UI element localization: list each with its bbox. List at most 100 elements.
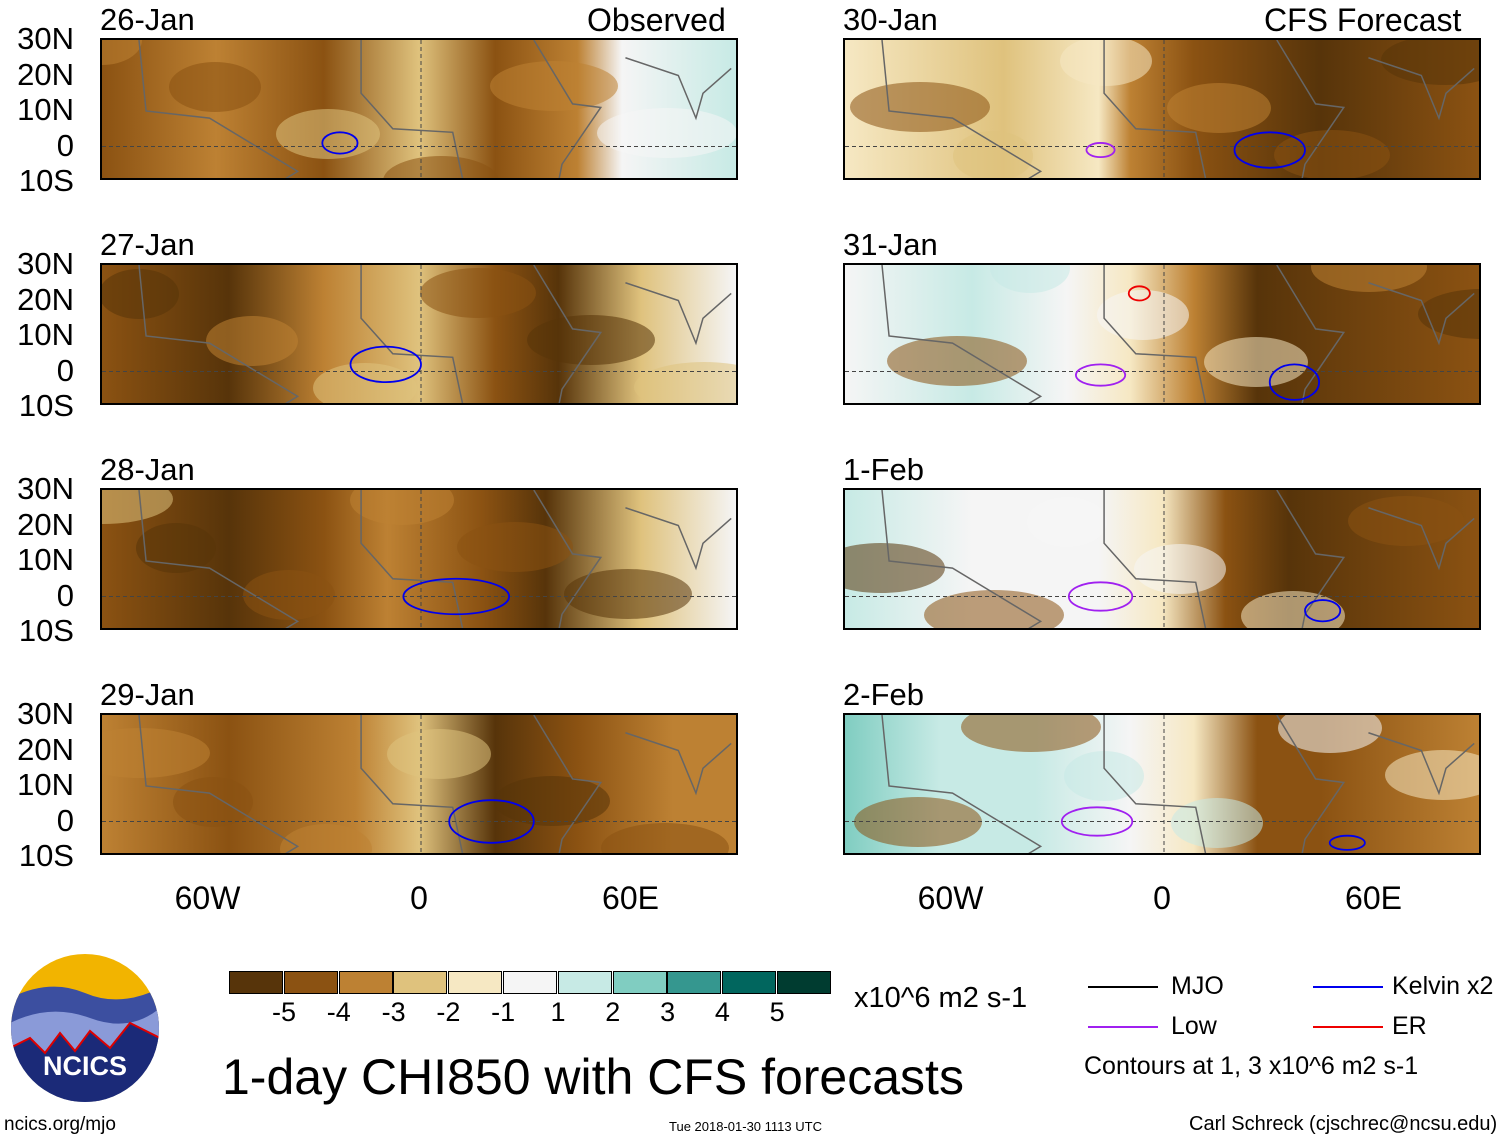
logo-text: NCICS (43, 1051, 127, 1081)
ncics-logo: NCICS (10, 953, 160, 1103)
coastline (881, 40, 1475, 178)
anomaly-patch (1385, 750, 1479, 800)
anomaly-patch (887, 336, 1027, 386)
map-panel-26-jan (100, 38, 738, 180)
lat-label: 10S (18, 388, 74, 423)
lat-label: 10S (18, 838, 74, 873)
anomaly-patch (1171, 798, 1263, 848)
lat-label: 30N (17, 696, 74, 731)
anomaly-patch (206, 316, 298, 366)
anomaly-patch (457, 522, 573, 572)
source-url[interactable]: ncics.org/mjo (4, 1114, 116, 1135)
lon-label: 0 (1153, 880, 1171, 916)
coastline (881, 265, 1475, 403)
colorbar-swatch (722, 971, 777, 994)
anomaly-patch (953, 131, 1033, 178)
coastline (881, 490, 1475, 628)
anomaly-patch (280, 824, 372, 853)
legend-line-kelvin (1313, 986, 1383, 988)
anomaly-patch (420, 268, 536, 318)
anomaly-patch (1097, 290, 1189, 340)
anomaly-patch (564, 569, 692, 619)
anomaly-patch (490, 61, 618, 111)
panel-date: 2-Feb (843, 677, 924, 712)
colorbar-swatch (612, 971, 667, 994)
anomaly-patch (1381, 40, 1479, 85)
forecast-label: CFS Forecast (1264, 2, 1462, 38)
coastline (138, 490, 732, 628)
coastline (138, 40, 732, 178)
colorbar-tick-label: -4 (326, 997, 351, 1027)
anomaly-patch (1418, 289, 1479, 339)
lon-label: 60E (602, 880, 659, 916)
colorbar-tick-label: -3 (381, 997, 406, 1027)
lat-label: 20N (17, 506, 74, 542)
lon-label: 60E (1345, 880, 1402, 916)
legend-line-mjo (1088, 986, 1158, 988)
lat-label: 10S (18, 613, 74, 648)
colorbar-tick-label: 1 (550, 997, 566, 1027)
panel-date: 30-Jan (843, 2, 938, 37)
lat-label: 10N (17, 317, 74, 352)
colorbar-tick-label: -2 (436, 997, 461, 1027)
anomaly-patch (243, 570, 335, 620)
colorbar-units: x10^6 m2 s-1 (854, 982, 1028, 1014)
contour-note: Contours at 1, 3 x10^6 m2 s-1 (1084, 1052, 1419, 1080)
lat-label: 30N (17, 246, 74, 281)
observed-label: Observed (587, 2, 726, 38)
lat-label: 20N (17, 731, 74, 767)
anomaly-patch (961, 715, 1101, 752)
anomaly-patch (1167, 83, 1271, 133)
lat-label: 0 (56, 802, 74, 838)
anomaly-patch (1134, 544, 1226, 594)
lon-label: 60W (917, 880, 984, 916)
timestamp: Tue 2018-01-30 1113 UTC (669, 1119, 822, 1134)
credit: Carl Schreck (cjschrec@ncsu.edu) (1189, 1113, 1498, 1135)
figure-title: 1-day CHI850 with CFS forecasts (222, 1049, 964, 1105)
coastline (138, 265, 732, 403)
anomaly-patch (387, 729, 491, 779)
anomaly-patch (102, 269, 179, 319)
anomaly-patch (102, 40, 142, 65)
lat-label: 10N (17, 542, 74, 577)
lat-label: 20N (17, 281, 74, 317)
panel-date: 1-Feb (843, 452, 924, 487)
colorbar-swatch (229, 971, 283, 994)
anomaly-patch (313, 363, 417, 403)
anomaly-patch (350, 490, 454, 525)
anomaly-patch (383, 156, 499, 178)
lat-label: 10N (17, 767, 74, 802)
legend-line-er (1313, 1026, 1383, 1028)
map-panel-31-jan (843, 263, 1481, 405)
map-panel-29-jan (100, 713, 738, 855)
kelvin-contour (321, 131, 359, 155)
colorbar-tick-label: -1 (491, 997, 516, 1027)
anomaly-patch (169, 62, 261, 112)
colorbar-tick-label: 4 (714, 997, 730, 1027)
colorbar-swatch (283, 971, 338, 994)
anomaly-patch (1311, 265, 1427, 292)
legend-line-low (1088, 1026, 1158, 1028)
colorbar-swatch (557, 971, 612, 994)
anomaly-patch (1027, 497, 1107, 547)
legend-low: Low (1171, 1012, 1217, 1040)
anomaly-patch (1060, 40, 1152, 86)
legend-kelvin: Kelvin x2 (1392, 972, 1494, 1000)
legend-er: ER (1392, 1012, 1427, 1040)
anomaly-patch (1064, 751, 1144, 801)
anomaly-patch (102, 490, 173, 524)
panel-date: 26-Jan (100, 2, 195, 37)
colorbar-swatch (667, 971, 722, 994)
coastline (138, 715, 732, 853)
anomaly-patch (1278, 715, 1382, 753)
map-panel-2-feb (843, 713, 1481, 855)
map-panel-30-jan (843, 38, 1481, 180)
kelvin-contour (1328, 834, 1366, 851)
colorbar-swatch (338, 971, 393, 994)
kelvin-contour (402, 577, 511, 616)
coastline (881, 715, 1475, 853)
anomaly-patch (601, 823, 729, 853)
low-contour (1085, 142, 1116, 159)
lon-label: 0 (410, 880, 428, 916)
